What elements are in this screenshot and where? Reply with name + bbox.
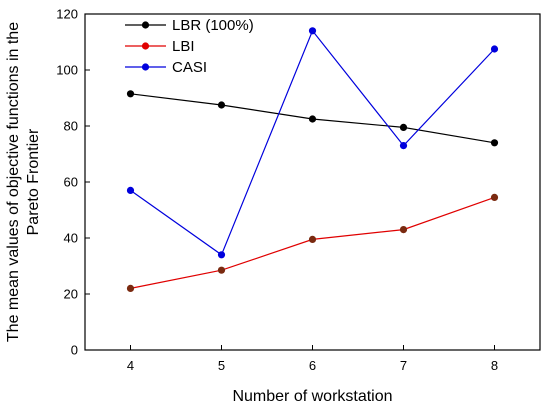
- data-point-casi: [490, 45, 499, 53]
- legend-label-lbr-100: LBR (100%): [172, 17, 254, 34]
- plot-border: [84, 13, 541, 351]
- data-point-lbr-100: [399, 123, 408, 131]
- y-axis-title-line-1: The mean values of objective functions i…: [5, 22, 22, 342]
- plot-frame: [84, 13, 541, 351]
- data-point-lbr-100: [217, 101, 226, 109]
- x-tick-label: 7: [400, 358, 407, 373]
- legend-marker-lbi: [141, 42, 150, 50]
- data-point-lbr-100: [490, 139, 499, 147]
- data-point-lbr-100: [308, 115, 317, 123]
- x-tick-label: 8: [491, 358, 498, 373]
- y-tick-label: 80: [64, 119, 78, 134]
- y-tick-label: 0: [71, 343, 78, 358]
- legend: LBR (100%) LBI CASI: [125, 17, 254, 76]
- series-layer: [126, 27, 499, 292]
- data-point-lbi: [399, 226, 408, 234]
- data-point-lbi: [217, 266, 226, 274]
- data-point-lbi: [308, 235, 317, 243]
- y-tick-label: 20: [64, 287, 78, 302]
- data-point-casi: [399, 142, 408, 150]
- data-point-casi: [308, 27, 317, 35]
- data-point-lbi: [126, 284, 135, 292]
- data-point-casi: [217, 251, 226, 259]
- x-tick-label: 5: [218, 358, 225, 373]
- legend-label-lbi: LBI: [172, 38, 195, 55]
- y-tick-label: 100: [56, 63, 78, 78]
- y-tick-label: 120: [56, 7, 78, 22]
- x-tick-label: 4: [127, 358, 134, 373]
- legend-label-casi: CASI: [172, 59, 207, 76]
- x-axis-title: Number of workstation: [232, 388, 392, 405]
- y-axis-title-line-2: Pareto Frontier: [25, 128, 42, 235]
- legend-marker-casi: [141, 63, 150, 71]
- x-axis-ticks: 4 5 6 7 8: [127, 345, 498, 373]
- data-point-lbr-100: [126, 90, 135, 98]
- data-point-lbi: [490, 193, 499, 201]
- legend-marker-lbr-100: [141, 21, 150, 29]
- y-tick-label: 60: [64, 175, 78, 190]
- y-tick-label: 40: [64, 231, 78, 246]
- data-point-casi: [126, 186, 135, 194]
- x-tick-label: 6: [309, 358, 316, 373]
- y-axis-ticks: 0 20 40 60 80 100 120: [56, 7, 90, 358]
